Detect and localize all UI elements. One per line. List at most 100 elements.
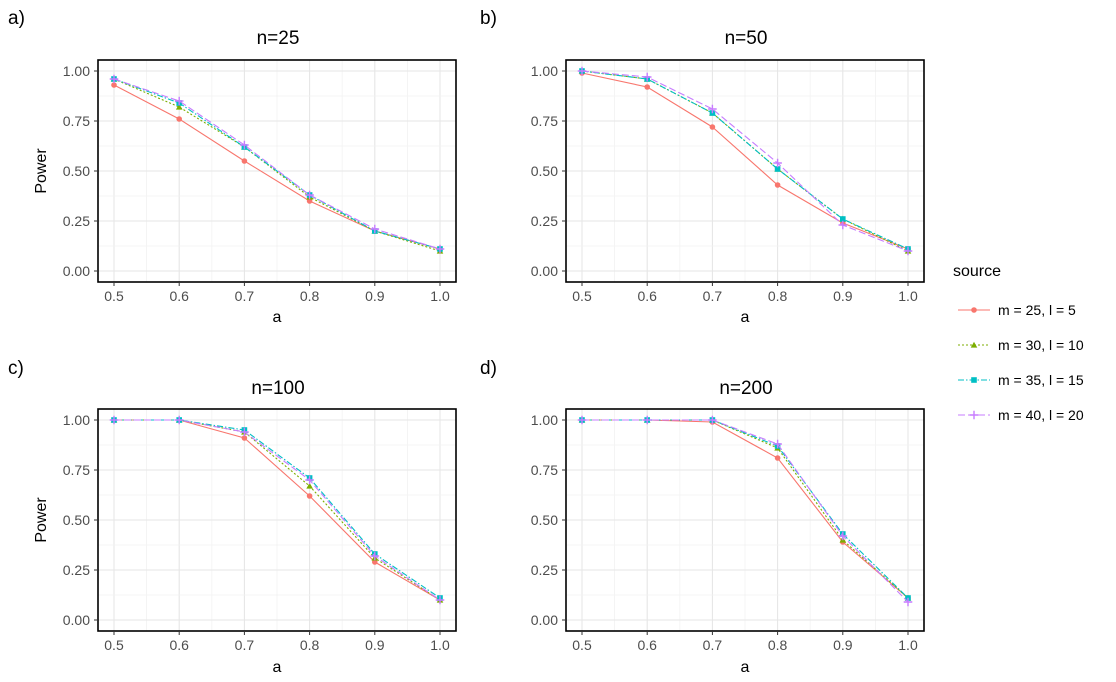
y-tick-label: 0.75 bbox=[63, 462, 90, 478]
data-point bbox=[174, 415, 184, 425]
y-tick-label: 0.00 bbox=[531, 263, 558, 279]
data-point bbox=[435, 595, 445, 605]
data-point bbox=[240, 140, 249, 150]
data-point bbox=[642, 415, 652, 425]
data-point bbox=[577, 66, 587, 76]
legend-key-marker bbox=[970, 341, 978, 348]
data-point bbox=[174, 96, 184, 106]
data-point bbox=[773, 439, 782, 449]
y-axis-title: Power bbox=[33, 148, 50, 194]
data-point bbox=[305, 190, 314, 200]
data-point bbox=[903, 246, 913, 256]
data-point bbox=[305, 475, 314, 485]
x-tick-label: 0.6 bbox=[637, 288, 657, 304]
y-tick-label: 0.00 bbox=[63, 263, 90, 279]
y-tick-label: 0.50 bbox=[531, 163, 558, 179]
data-point bbox=[708, 104, 717, 114]
legend-label: m = 40, l = 20 bbox=[998, 407, 1084, 423]
panel-title: n=100 bbox=[251, 378, 304, 399]
series-layer bbox=[109, 74, 445, 254]
x-tick-label: 0.5 bbox=[572, 288, 592, 304]
y-tick-label: 1.00 bbox=[531, 412, 558, 428]
legend-item: m = 30, l = 10 bbox=[958, 337, 1084, 353]
x-axis-title: a bbox=[741, 309, 750, 326]
series-line bbox=[113, 78, 441, 250]
series-line bbox=[113, 78, 441, 250]
data-point bbox=[774, 182, 781, 188]
gridlines bbox=[98, 409, 456, 631]
data-point bbox=[306, 482, 313, 489]
panel-label: c) bbox=[8, 358, 24, 379]
legend-label: m = 35, l = 15 bbox=[998, 372, 1084, 388]
x-tick-label: 1.0 bbox=[430, 637, 450, 653]
x-tick-label: 0.8 bbox=[768, 288, 788, 304]
legend-key-marker bbox=[971, 377, 977, 383]
x-tick-label: 1.0 bbox=[430, 288, 450, 304]
data-point bbox=[709, 124, 716, 130]
data-point bbox=[176, 116, 183, 122]
x-tick-label: 0.5 bbox=[104, 637, 124, 653]
x-ticks: 0.5 0.6 0.7 0.8 0.9 1.0 bbox=[104, 282, 450, 304]
x-tick-label: 0.6 bbox=[637, 637, 657, 653]
y-tick-label: 1.00 bbox=[531, 63, 558, 79]
x-ticks: 0.5 0.6 0.7 0.8 0.9 1.0 bbox=[572, 282, 918, 304]
data-point bbox=[370, 224, 380, 234]
panel-c: c) n=100 0.000.250.500.751.00 0.5 0.6 0.7 0… bbox=[8, 358, 457, 676]
data-point bbox=[240, 427, 249, 437]
data-point bbox=[241, 158, 248, 164]
x-tick-label: 0.8 bbox=[768, 637, 788, 653]
data-point bbox=[838, 220, 848, 230]
x-tick-label: 0.5 bbox=[104, 288, 124, 304]
x-tick-label: 0.7 bbox=[703, 637, 723, 653]
legend-key-marker bbox=[971, 307, 977, 313]
y-ticks: 0.00 0.25 0.50 0.75 1.00 bbox=[63, 412, 98, 628]
x-tick-label: 0.7 bbox=[703, 288, 723, 304]
panel-title: n=50 bbox=[725, 28, 768, 49]
data-point bbox=[111, 82, 117, 88]
series-layer bbox=[577, 66, 913, 256]
legend-item: m = 40, l = 20 bbox=[958, 407, 1084, 423]
data-point bbox=[708, 415, 717, 425]
data-point bbox=[175, 103, 183, 110]
data-point bbox=[773, 158, 782, 168]
series-layer bbox=[109, 415, 445, 605]
data-point bbox=[241, 435, 248, 441]
panel-label: d) bbox=[480, 358, 497, 379]
legend-label: m = 25, l = 5 bbox=[998, 302, 1076, 318]
data-point bbox=[435, 244, 445, 254]
series-line bbox=[582, 419, 909, 603]
series-line bbox=[113, 78, 441, 252]
legend-keys: m = 25, l = 5 m = 30, l = 10 m = 35, l = 1… bbox=[958, 302, 1084, 423]
x-tick-label: 0.9 bbox=[365, 288, 385, 304]
y-tick-label: 0.75 bbox=[531, 462, 558, 478]
x-axis-title: a bbox=[741, 659, 750, 676]
y-tick-label: 0.25 bbox=[63, 213, 90, 229]
panel-label: b) bbox=[480, 8, 497, 29]
y-tick-label: 0.75 bbox=[531, 113, 558, 129]
data-point bbox=[109, 74, 119, 84]
series-line bbox=[114, 419, 441, 601]
x-tick-label: 0.6 bbox=[169, 288, 189, 304]
legend-label: m = 30, l = 10 bbox=[998, 337, 1084, 353]
x-tick-label: 0.7 bbox=[235, 288, 255, 304]
x-tick-label: 1.0 bbox=[898, 637, 918, 653]
data-point bbox=[644, 84, 651, 90]
x-tick-label: 0.8 bbox=[300, 637, 320, 653]
x-tick-label: 0.9 bbox=[833, 637, 853, 653]
panel-a: a) n=25 0.000.250.500.751.00 0.5 0.6 0.7 0.… bbox=[8, 8, 457, 326]
x-tick-label: 0.9 bbox=[365, 637, 385, 653]
series-line bbox=[582, 419, 909, 599]
y-tick-label: 0.25 bbox=[531, 213, 558, 229]
x-tick-label: 0.9 bbox=[833, 288, 853, 304]
y-ticks: 0.00 0.25 0.50 0.75 1.00 bbox=[531, 412, 566, 628]
data-point bbox=[774, 166, 781, 172]
y-tick-label: 0.50 bbox=[63, 512, 90, 528]
y-ticks: 0.00 0.25 0.50 0.75 1.00 bbox=[63, 63, 98, 279]
legend-item: m = 25, l = 5 bbox=[958, 302, 1076, 318]
y-tick-label: 1.00 bbox=[63, 63, 90, 79]
x-axis-title: a bbox=[273, 309, 282, 326]
gridlines bbox=[566, 60, 924, 282]
panel-b: b) n=50 0.00 0.25 0.50 0.75 1.00 0.5 0.6 0.7 0.… bbox=[480, 8, 925, 326]
legend: source m = 25, l = 5 m = 30, l = 10 m = 35… bbox=[953, 263, 1084, 423]
